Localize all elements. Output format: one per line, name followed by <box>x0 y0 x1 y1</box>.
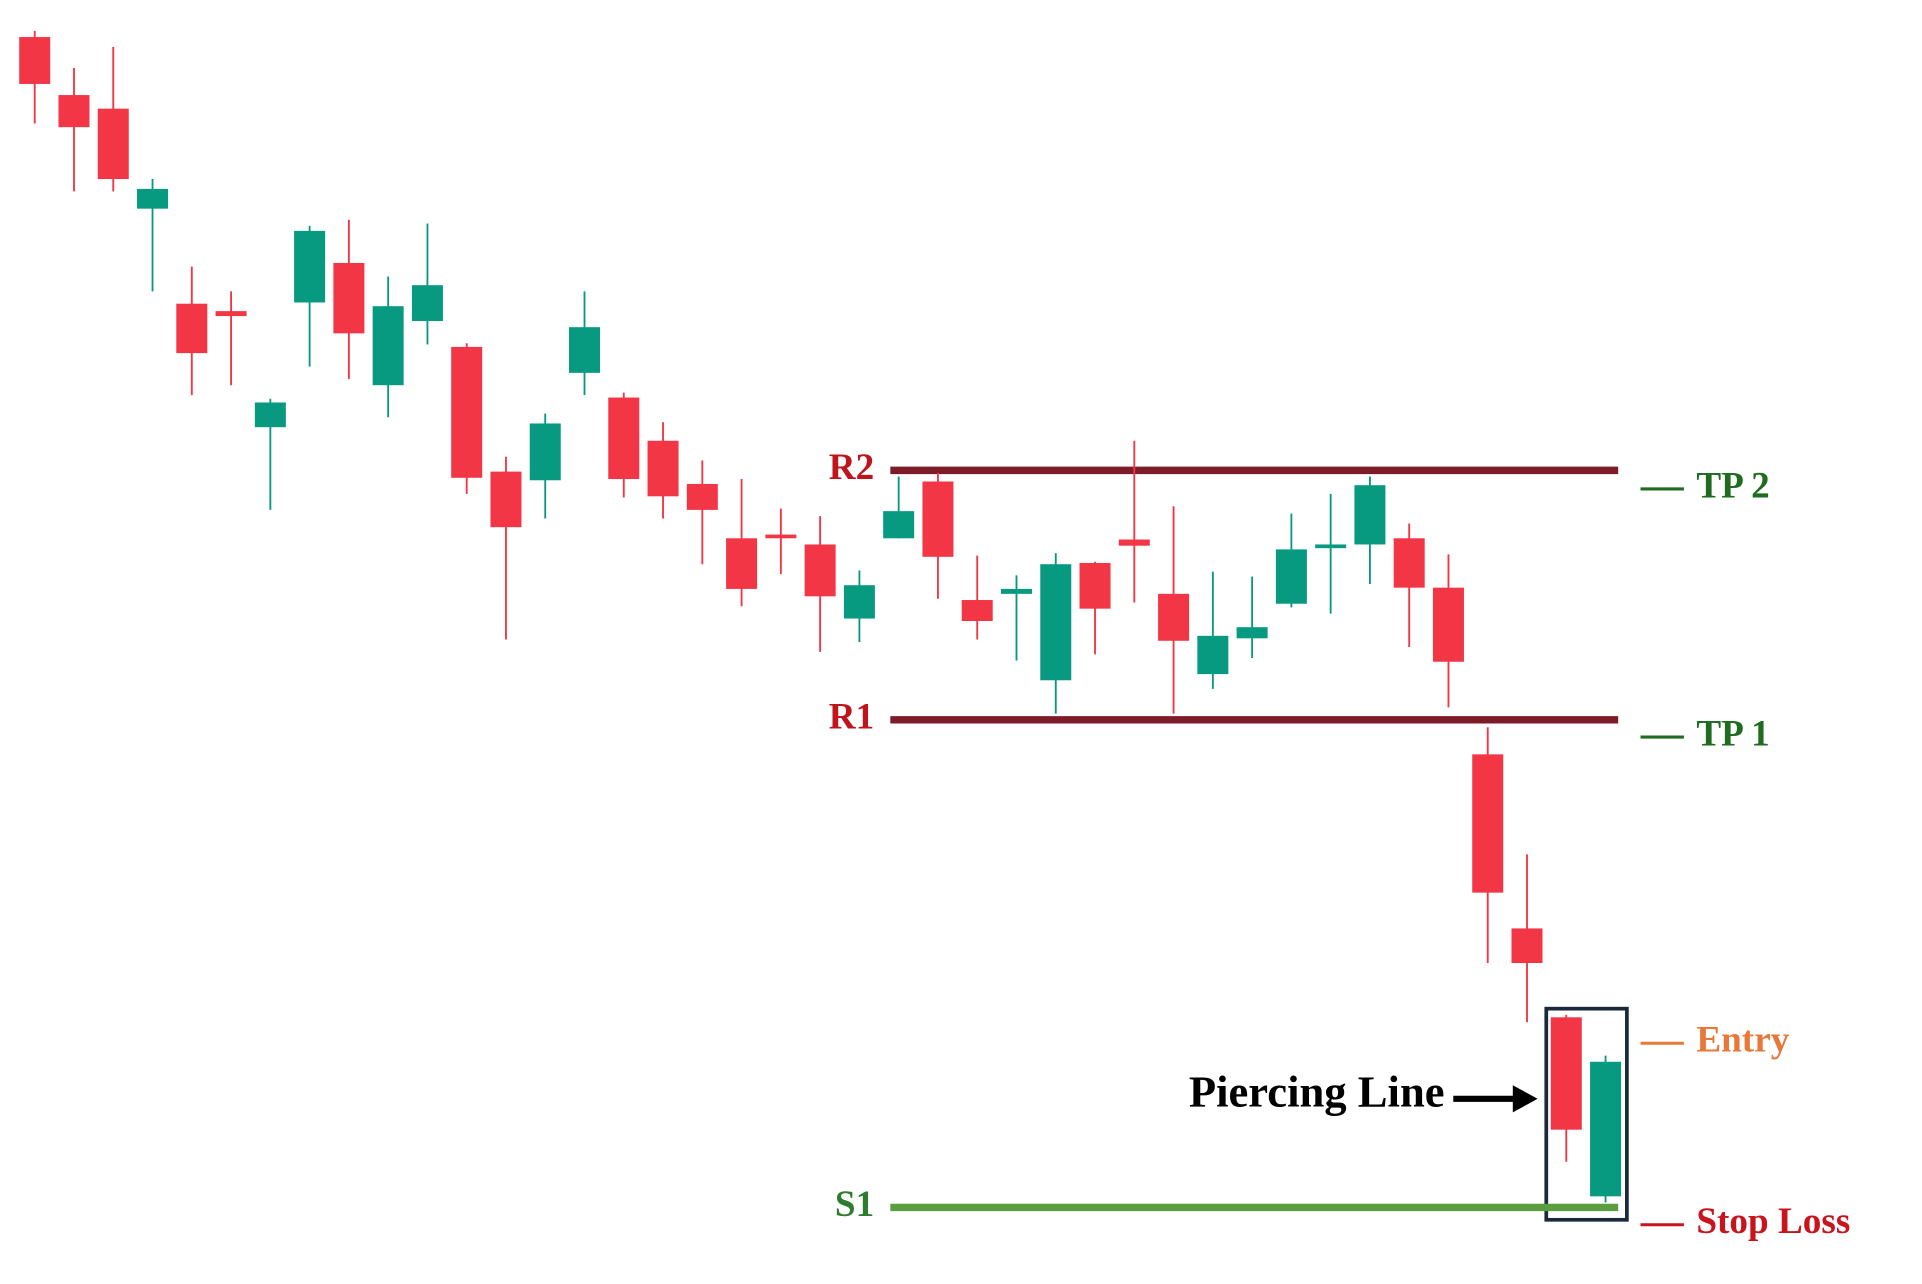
candle-body <box>1000 588 1032 594</box>
candle-body <box>883 511 915 539</box>
candle-body <box>294 230 326 303</box>
candle-body <box>333 262 365 334</box>
level-label: S1 <box>835 1184 874 1225</box>
candle-body <box>215 311 247 317</box>
candle-body <box>961 600 993 622</box>
candle-body <box>411 285 443 321</box>
target-label: Entry <box>1696 1020 1789 1061</box>
candle-body <box>1040 564 1072 681</box>
candle-body <box>97 108 129 180</box>
candle-body <box>726 538 758 589</box>
candle-body <box>1079 562 1111 609</box>
level-label: R2 <box>829 447 874 488</box>
candle-body <box>58 95 90 128</box>
candle-body <box>1118 539 1150 546</box>
candle-body <box>1393 538 1425 588</box>
candle-body <box>1315 544 1347 549</box>
annotation: Piercing Line <box>1189 1067 1445 1117</box>
candle-body <box>1158 593 1190 641</box>
candle-body <box>1550 1017 1582 1130</box>
candle-body <box>176 303 208 354</box>
target-label: TP 2 <box>1696 465 1769 506</box>
candle-body <box>843 585 875 619</box>
target-label: Stop Loss <box>1696 1201 1850 1242</box>
candle-body <box>765 534 797 539</box>
candle-body <box>254 402 286 428</box>
candle-body <box>1236 627 1268 639</box>
candle-body <box>1590 1061 1622 1197</box>
candle-body <box>451 346 483 478</box>
target-label: TP 1 <box>1696 714 1769 755</box>
candle-body <box>1197 635 1229 675</box>
candle-body <box>1354 485 1386 545</box>
candle-body <box>19 37 51 84</box>
candle-body <box>137 188 169 209</box>
candle-body <box>686 483 718 510</box>
candle-body <box>1511 928 1543 963</box>
candle-body <box>804 544 836 597</box>
candle-body <box>608 397 640 480</box>
highlight-box <box>1544 1006 1629 1222</box>
candle-body <box>922 481 954 557</box>
candle-body <box>372 306 404 386</box>
candle-body <box>1472 754 1504 893</box>
candle-body <box>647 440 679 497</box>
arrow-head <box>1512 1085 1538 1113</box>
level-label: R1 <box>829 696 874 737</box>
candle-body <box>490 471 522 528</box>
candle-body <box>1432 587 1464 662</box>
candle-body <box>529 423 561 481</box>
candle-body <box>1275 549 1307 604</box>
candle-body <box>569 327 601 373</box>
